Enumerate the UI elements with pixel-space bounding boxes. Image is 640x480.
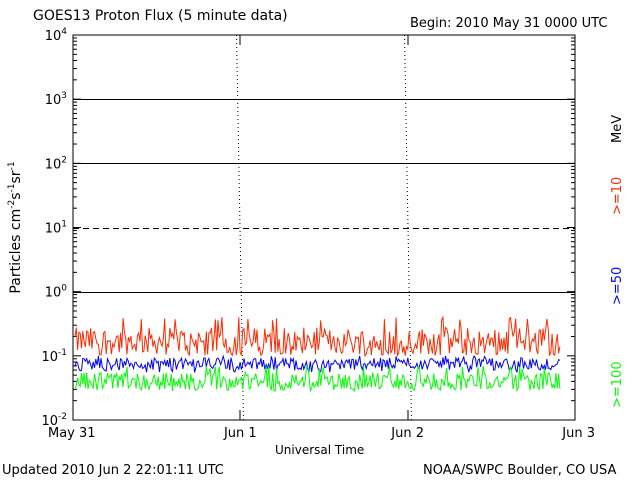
y-tick-label-4: 102 bbox=[45, 155, 67, 172]
y-tick-label-2: 100 bbox=[45, 284, 68, 301]
y-tick-label-1: 10-1 bbox=[41, 348, 67, 365]
x-tick-label-1: Jun 1 bbox=[223, 426, 257, 441]
x-day-tick-column bbox=[236, 34, 244, 421]
y-tick-label-5: 103 bbox=[45, 91, 67, 108]
x-tick-label-2: Jun 2 bbox=[390, 426, 424, 441]
y-tick-label-3: 101 bbox=[45, 220, 67, 237]
chart-title: GOES13 Proton Flux (5 minute data) bbox=[33, 8, 288, 24]
series-line-1 bbox=[74, 354, 561, 374]
legend-gte100: >=100 bbox=[610, 361, 625, 408]
y-axis-label: Particles cm-2s-1sr-1 bbox=[7, 161, 24, 293]
x-tick-label-0: May 31 bbox=[48, 426, 96, 441]
x-day-tick-column bbox=[404, 34, 412, 421]
legend-gte10: >=10 bbox=[610, 176, 625, 215]
legend-unit: MeV bbox=[610, 114, 625, 143]
source-credit: NOAA/SWPC Boulder, CO USA bbox=[423, 463, 617, 478]
x-tick-label-3: Jun 3 bbox=[561, 426, 595, 441]
updated-time: Updated 2010 Jun 2 22:01:11 UTC bbox=[2, 463, 224, 478]
begin-time: Begin: 2010 May 31 0000 UTC bbox=[410, 16, 608, 31]
y-tick-label-6: 104 bbox=[45, 27, 68, 44]
y-tick-label-0: 10-2 bbox=[41, 412, 67, 429]
legend-gte50: >=50 bbox=[610, 266, 625, 305]
x-axis-label: Universal Time bbox=[275, 443, 365, 457]
series-line-2 bbox=[74, 365, 561, 393]
series-line-0 bbox=[74, 315, 561, 358]
